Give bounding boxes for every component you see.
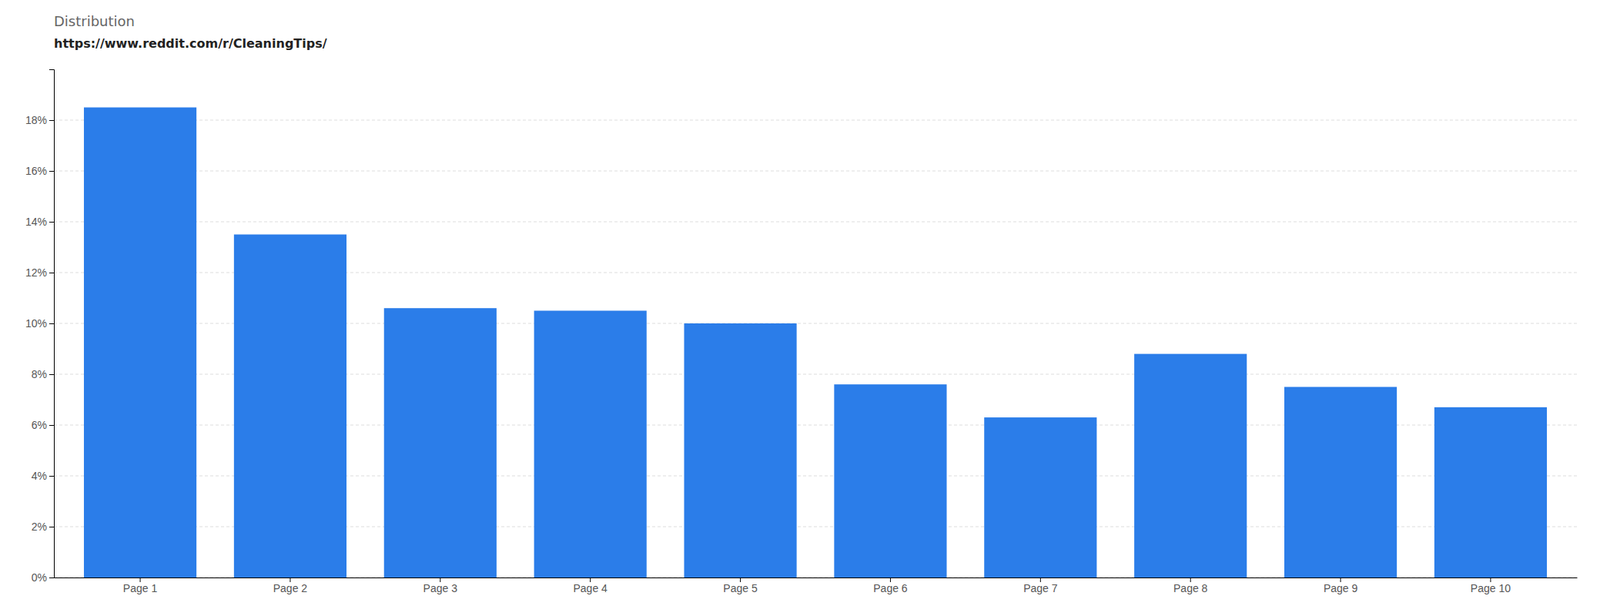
y-axis: 0% 2% 4% 6% 8% 10% 12% 14% 16% 18% (25, 70, 55, 584)
x-tick-label: Page 3 (423, 582, 459, 595)
bar (1134, 354, 1247, 578)
bar (833, 384, 947, 578)
y-tick-label: 16% (25, 164, 47, 178)
x-tick-label: Page 4 (572, 582, 608, 595)
y-tick-mark (49, 425, 54, 426)
grid-line (53, 120, 1577, 121)
y-tick-mark (49, 323, 54, 325)
x-tick: Page 2 (273, 577, 308, 595)
y-tick-label: 6% (31, 418, 47, 432)
y-tick-mark (49, 272, 54, 274)
bar (1434, 407, 1547, 578)
x-axis-line (54, 577, 1578, 579)
y-tick-label: 0% (31, 571, 47, 584)
bar (384, 307, 497, 578)
x-tick: Page 4 (572, 577, 608, 595)
y-tick: 4% (31, 469, 54, 483)
y-tick-label: 14% (25, 215, 47, 228)
bar (984, 417, 1097, 578)
x-tick-label: Page 7 (1023, 582, 1058, 595)
x-tick-label: Page 6 (873, 582, 908, 595)
y-tick-label: 4% (31, 469, 47, 483)
y-tick-label: 10% (25, 317, 47, 330)
y-tick-mark (49, 221, 54, 223)
x-tick-label: Page 1 (123, 582, 158, 595)
x-axis: Page 1 Page 2 Page 3 Page 4 Page 5 Page 6 Page… (54, 577, 1578, 595)
y-tick: 6% (31, 418, 54, 432)
y-tick-mark (49, 120, 54, 121)
y-tick: 16% (25, 164, 54, 178)
x-tick: Page 9 (1323, 577, 1359, 595)
y-tick: 12% (25, 266, 54, 279)
bar (234, 234, 347, 579)
y-tick-label: 8% (31, 368, 47, 381)
y-tick: 10% (25, 317, 54, 330)
y-tick: 0% (31, 571, 54, 584)
grid-line (53, 221, 1577, 223)
grid (53, 120, 1577, 578)
bar (83, 107, 197, 579)
y-tick-label: 18% (25, 113, 47, 127)
y-axis-line (49, 70, 55, 579)
y-tick: 18% (25, 113, 54, 127)
x-tick: Page 6 (873, 577, 908, 595)
y-tick: 14% (25, 215, 54, 228)
x-tick-label: Page 8 (1173, 582, 1209, 595)
grid-line (53, 170, 1577, 172)
x-tick-label: Page 10 (1470, 582, 1511, 595)
x-tick: Page 10 (1470, 577, 1511, 595)
bar (534, 311, 647, 579)
bar (1284, 387, 1397, 579)
subtitle: https://www.reddit.com/r/CleaningTips/ (53, 36, 328, 51)
y-tick: 8% (31, 368, 54, 381)
bars (83, 107, 1547, 579)
x-tick-label: Page 2 (273, 582, 308, 595)
bar (683, 323, 797, 578)
y-tick-mark (49, 170, 54, 172)
y-tick-label: 2% (31, 520, 47, 533)
x-tick: Page 8 (1173, 577, 1209, 595)
y-tick: 2% (31, 520, 54, 533)
x-tick: Page 3 (423, 577, 459, 595)
y-tick-mark (49, 577, 54, 579)
y-tick-label: 12% (25, 266, 47, 279)
plot: 0%2%4%6%8%10%12%14%16%18%Page 1Page 2Pag… (25, 70, 1578, 595)
x-tick: Page 7 (1023, 577, 1058, 595)
y-tick-mark (49, 374, 54, 375)
x-tick: Page 5 (723, 577, 758, 595)
y-tick-mark (49, 475, 54, 477)
x-tick: Page 1 (123, 577, 158, 595)
x-tick-label: Page 9 (1323, 582, 1359, 595)
x-tick-label: Page 5 (723, 582, 758, 595)
title: Distribution (53, 13, 135, 30)
y-tick-mark (49, 526, 54, 528)
chart: Distribution https://www.reddit.com/r/Cle… (0, 0, 1600, 616)
